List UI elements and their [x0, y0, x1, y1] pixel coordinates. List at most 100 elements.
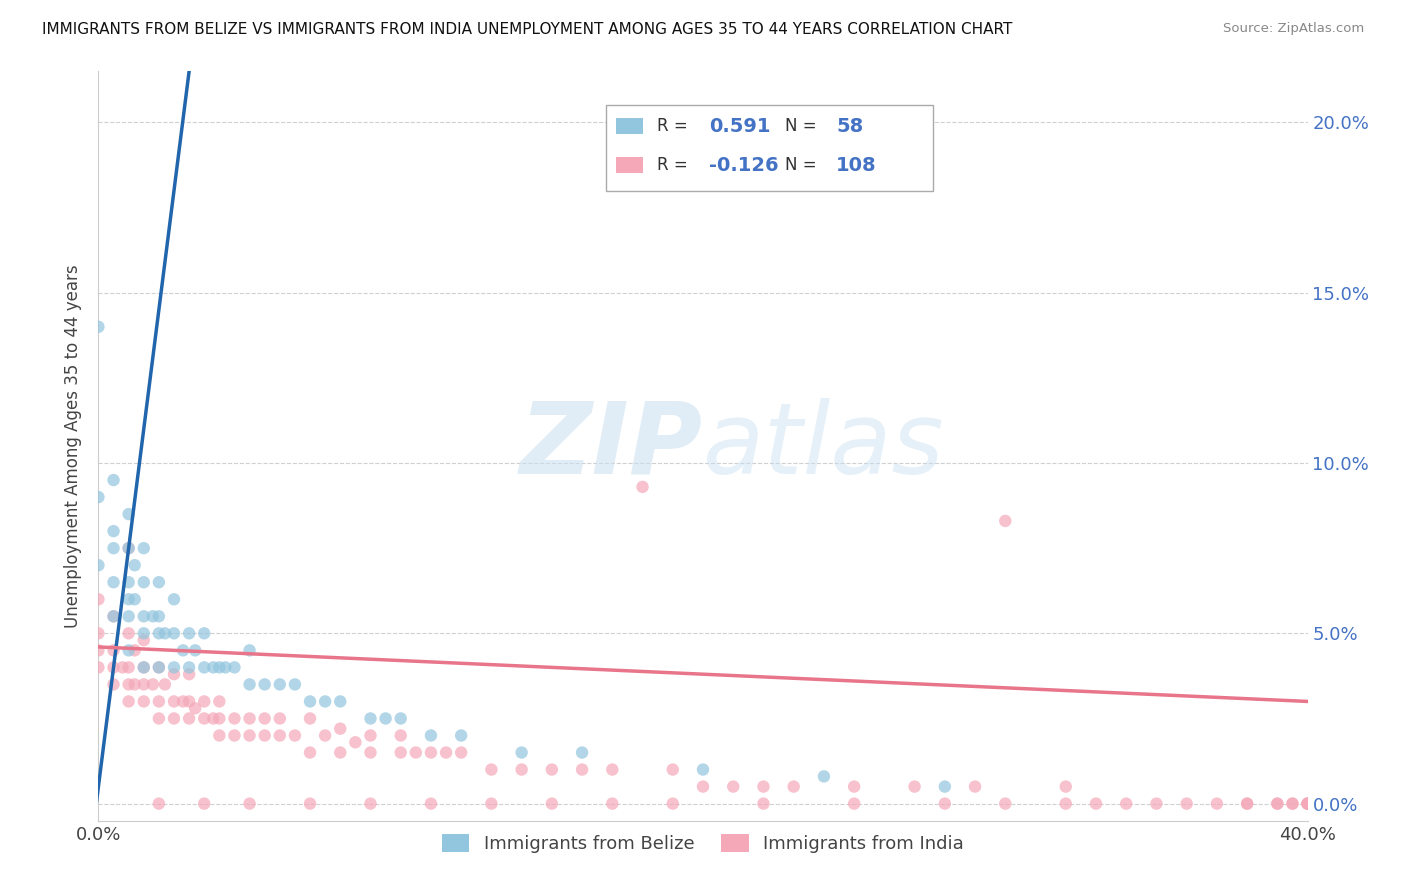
Point: [179, 694, 201, 708]
Point: [571, 746, 593, 760]
Text: ZIP: ZIP: [520, 398, 703, 494]
Point: [111, 660, 134, 674]
Point: [374, 711, 396, 725]
Point: [1175, 797, 1198, 811]
Text: 0.591: 0.591: [709, 117, 770, 136]
Point: [118, 541, 141, 556]
Text: R =: R =: [657, 156, 693, 174]
Point: [420, 746, 443, 760]
Point: [510, 746, 533, 760]
Point: [434, 746, 457, 760]
Point: [299, 746, 322, 760]
Point: [118, 541, 141, 556]
Point: [153, 626, 176, 640]
Point: [184, 643, 207, 657]
Point: [208, 711, 231, 725]
Point: [132, 677, 155, 691]
Point: [124, 643, 146, 657]
Point: [103, 541, 125, 556]
Point: [420, 797, 443, 811]
Point: [193, 797, 215, 811]
Point: [163, 660, 186, 674]
FancyBboxPatch shape: [616, 118, 643, 135]
Point: [329, 722, 352, 736]
Point: [193, 660, 215, 674]
Point: [1085, 797, 1108, 811]
Point: [163, 592, 186, 607]
Point: [1296, 797, 1319, 811]
Point: [253, 711, 276, 725]
Point: [269, 729, 291, 743]
Point: [1296, 797, 1319, 811]
Point: [132, 694, 155, 708]
Point: [239, 711, 262, 725]
Point: [360, 729, 382, 743]
Point: [994, 514, 1017, 528]
Point: [329, 694, 352, 708]
Point: [1054, 780, 1077, 794]
Point: [118, 592, 141, 607]
Point: [602, 763, 624, 777]
Point: [87, 643, 110, 657]
Point: [844, 797, 866, 811]
Point: [87, 558, 110, 573]
Point: [692, 780, 714, 794]
FancyBboxPatch shape: [606, 105, 932, 191]
Point: [752, 780, 775, 794]
Point: [1144, 797, 1167, 811]
Point: [132, 660, 155, 674]
Text: N =: N =: [785, 117, 823, 135]
Point: [1054, 797, 1077, 811]
Point: [87, 592, 110, 607]
Point: [420, 729, 443, 743]
Point: [1296, 797, 1319, 811]
Point: [510, 763, 533, 777]
Point: [540, 763, 562, 777]
Point: [314, 729, 336, 743]
Point: [481, 797, 503, 811]
Point: [103, 524, 125, 538]
Point: [118, 507, 141, 521]
Point: [148, 626, 170, 640]
Point: [124, 558, 146, 573]
Point: [299, 797, 322, 811]
Point: [214, 660, 236, 674]
Point: [844, 780, 866, 794]
Point: [103, 609, 125, 624]
Point: [202, 711, 225, 725]
Point: [118, 694, 141, 708]
Point: [163, 667, 186, 681]
Point: [965, 780, 987, 794]
Point: [132, 541, 155, 556]
Point: [571, 763, 593, 777]
Point: [1281, 797, 1303, 811]
Point: [148, 609, 170, 624]
Point: [179, 667, 201, 681]
Point: [103, 609, 125, 624]
Point: [269, 677, 291, 691]
Point: [148, 711, 170, 725]
Point: [148, 575, 170, 590]
Point: [179, 711, 201, 725]
Point: [118, 609, 141, 624]
Point: [179, 626, 201, 640]
Point: [934, 780, 956, 794]
Point: [239, 729, 262, 743]
Point: [87, 626, 110, 640]
Point: [540, 797, 562, 811]
Text: 108: 108: [837, 155, 876, 175]
Point: [752, 797, 775, 811]
Point: [103, 660, 125, 674]
Point: [1236, 797, 1258, 811]
Point: [1281, 797, 1303, 811]
Point: [904, 780, 927, 794]
Point: [723, 780, 745, 794]
Text: -0.126: -0.126: [709, 155, 779, 175]
Point: [389, 746, 412, 760]
Point: [172, 694, 194, 708]
Point: [148, 797, 170, 811]
Text: 58: 58: [837, 117, 863, 136]
Point: [224, 660, 246, 674]
Point: [124, 592, 146, 607]
Point: [87, 660, 110, 674]
